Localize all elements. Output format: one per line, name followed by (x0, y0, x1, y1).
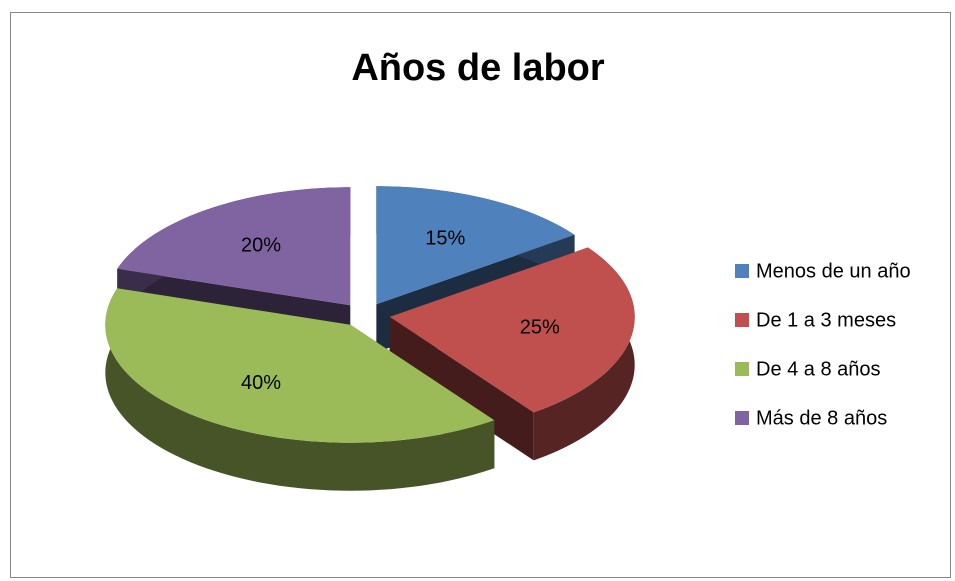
data-label: 25% (520, 317, 560, 339)
legend-swatch (735, 362, 749, 376)
legend-label: De 4 a 8 años (756, 358, 881, 380)
slice-wall (105, 288, 495, 491)
data-label: 15% (425, 227, 465, 249)
slice (376, 186, 575, 305)
slice (389, 247, 635, 413)
legend-label: Más de 8 años (756, 407, 887, 429)
data-label: 40% (241, 372, 281, 394)
slice (117, 187, 351, 306)
slice-side (389, 316, 534, 461)
legend-label: De 1 a 3 meses (756, 309, 896, 331)
chart-title: Años de labor (351, 47, 605, 89)
legend-swatch (735, 411, 749, 425)
data-label: 20% (241, 234, 281, 256)
slice (105, 288, 495, 443)
legend-swatch (735, 264, 749, 278)
legend-label: Menos de un año (756, 260, 911, 282)
legend-swatch (735, 313, 749, 327)
